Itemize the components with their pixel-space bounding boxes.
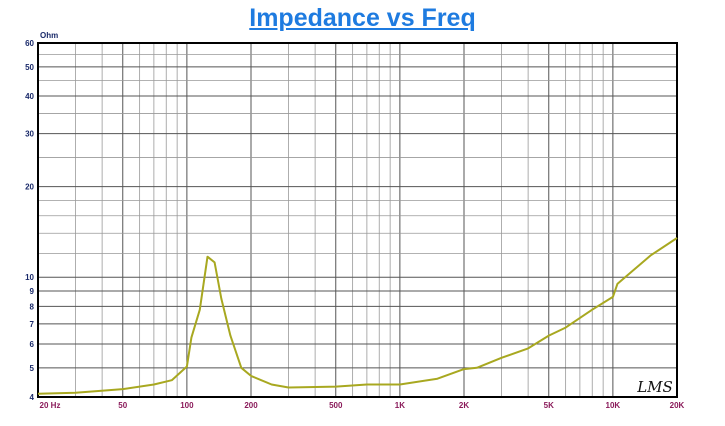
y-tick-label: 8: [30, 302, 35, 311]
y-tick-label: 50: [25, 63, 34, 72]
y-tick-label: 9: [30, 287, 35, 296]
y-tick-label: 60: [25, 39, 34, 48]
x-tick-label: 10K: [606, 401, 621, 410]
chart-title: Impedance vs Freq: [249, 4, 476, 32]
y-tick-label: 40: [25, 92, 34, 101]
x-tick-label: 100: [180, 401, 194, 410]
x-tick-label: 1K: [395, 401, 405, 410]
x-tick-label: 500: [329, 401, 343, 410]
y-tick-label: 6: [30, 340, 35, 349]
x-tick-label: 50: [118, 401, 127, 410]
y-axis-label: Ohm: [40, 31, 58, 40]
x-tick-label: 20 Hz: [40, 401, 61, 410]
lms-signature: LMS: [636, 378, 673, 396]
x-tick-label: 5K: [544, 401, 554, 410]
y-tick-label: 7: [30, 320, 35, 329]
y-tick-label: 20: [25, 183, 34, 192]
y-tick-label: 5: [30, 364, 35, 373]
impedance-curve: [37, 237, 678, 395]
x-tick-label: 2K: [459, 401, 469, 410]
x-tick-label: 20K: [670, 401, 685, 410]
y-tick-label: 30: [25, 130, 34, 139]
plot-frame: [37, 42, 678, 398]
y-tick-label: 4: [30, 393, 35, 402]
y-tick-label: 10: [25, 273, 34, 282]
x-tick-label: 200: [244, 401, 258, 410]
